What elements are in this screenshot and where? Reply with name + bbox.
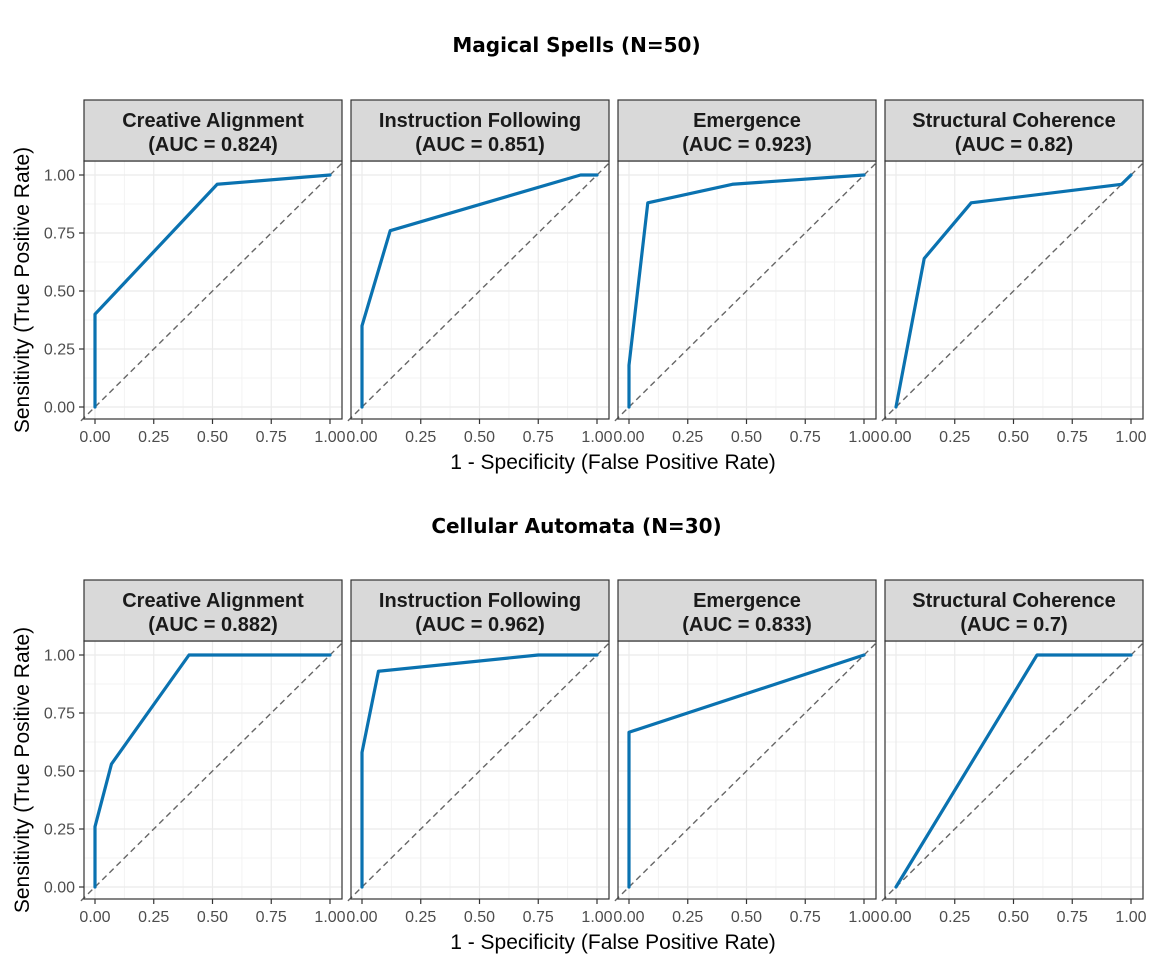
strip-background [884,99,1144,162]
x-tick-label: 0.00 [880,909,911,926]
strip-background [617,579,877,642]
diagonal-reference-line [80,160,345,422]
strip-title: Creative Alignment [122,590,304,612]
y-tick-label: 0.00 [44,400,75,417]
strip-title: Instruction Following [379,590,581,612]
x-tick-label: 0.25 [672,909,703,926]
roc-figure-magical-spells: Creative Alignment(AUC = 0.824) 0.00 0.25 0… [11,99,1147,474]
x-tick-label: 0.00 [79,909,110,926]
strip-title: Emergence [693,590,801,612]
x-tick-label: 0.00 [613,909,644,926]
strip-title: Emergence [693,110,801,132]
strip-title: Structural Coherence [912,110,1115,132]
x-tick-label: 0.50 [731,909,762,926]
x-tick-label: 0.25 [138,429,169,446]
strip-auc-label: (AUC = 0.824) [148,134,278,156]
x-tick-label: 0.50 [464,909,495,926]
diagonal-reference-line [881,160,1146,422]
x-tick-label: 1.00 [848,429,879,446]
chart-title-magical-spells: Magical Spells (N=50) [452,33,701,57]
strip-background [350,99,610,162]
strip-background [83,99,343,162]
strip-auc-label: (AUC = 0.882) [148,614,278,636]
x-tick-label: 1.00 [581,429,612,446]
y-axis-title: Sensitivity (True Positive Rate) [11,627,34,913]
x-tick-label: 0.00 [79,429,110,446]
x-tick-label: 1.00 [314,909,345,926]
x-tick-label: 0.00 [346,909,377,926]
x-tick-label: 0.25 [405,429,436,446]
y-tick-label: 0.25 [44,822,75,839]
strip-auc-label: (AUC = 0.962) [415,614,545,636]
x-tick-label: 0.75 [1057,909,1088,926]
y-tick-label: 0.00 [44,880,75,897]
x-tick-label: 0.00 [346,429,377,446]
y-tick-label: 0.75 [44,706,75,723]
strip-background [350,579,610,642]
diagonal-reference-line [881,640,1146,902]
chart-title-cellular-automata: Cellular Automata (N=30) [431,514,722,538]
diagonal-reference-line [80,640,345,902]
x-tick-label: 0.25 [939,909,970,926]
x-tick-label: 0.50 [197,429,228,446]
y-axis-title: Sensitivity (True Positive Rate) [11,147,34,433]
x-tick-label: 0.75 [523,429,554,446]
x-tick-label: 0.75 [790,429,821,446]
roc-curve-line [93,173,332,409]
x-tick-label: 0.75 [1057,429,1088,446]
diagonal-reference-line [614,640,879,902]
x-tick-label: 0.25 [138,909,169,926]
x-tick-label: 0.50 [731,429,762,446]
x-tick-label: 0.00 [880,429,911,446]
y-tick-label: 0.75 [44,226,75,243]
y-tick-label: 1.00 [44,648,75,665]
roc-panel-2: Instruction Following(AUC = 0.851) 0.00 0.… [346,99,613,446]
roc-panel-1: Creative Alignment(AUC = 0.824) 0.00 0.25 0… [44,99,346,446]
x-tick-label: 0.75 [523,909,554,926]
x-tick-label: 0.25 [672,429,703,446]
strip-auc-label: (AUC = 0.923) [682,134,812,156]
x-tick-label: 0.75 [256,909,287,926]
y-tick-label: 0.50 [44,284,75,301]
strip-title: Structural Coherence [912,590,1115,612]
x-tick-label: 0.75 [256,429,287,446]
diagonal-reference-line [347,160,612,422]
roc-panel-4: Structural Coherence(AUC = 0.7) 0.00 0.25 0… [880,579,1147,926]
x-tick-label: 0.50 [464,429,495,446]
roc-figure-cellular-automata: Creative Alignment(AUC = 0.882) 0.00 0.25 0… [11,579,1147,954]
roc-panel-3: Emergence(AUC = 0.923) 0.00 0.25 0.50 0.75 1.… [613,99,880,446]
y-tick-label: 0.50 [44,764,75,781]
strip-auc-label: (AUC = 0.7) [960,614,1067,636]
x-tick-label: 1.00 [848,909,879,926]
x-tick-label: 0.25 [405,909,436,926]
x-tick-label: 1.00 [1115,429,1146,446]
strip-background [884,579,1144,642]
y-tick-label: 0.25 [44,342,75,359]
x-tick-label: 0.50 [197,909,228,926]
roc-panel-4: Structural Coherence(AUC = 0.82) 0.00 0.25… [880,99,1147,446]
diagonal-reference-line [614,160,879,422]
x-axis-title: 1 - Specificity (False Positive Rate) [450,931,776,954]
x-tick-label: 1.00 [1115,909,1146,926]
roc-panel-3: Emergence(AUC = 0.833) 0.00 0.25 0.50 0.75 1.… [613,579,880,926]
x-tick-label: 0.50 [998,429,1029,446]
roc-panel-1: Creative Alignment(AUC = 0.882) 0.00 0.25 0… [44,579,346,926]
x-axis-title: 1 - Specificity (False Positive Rate) [450,451,776,474]
x-tick-label: 0.00 [613,429,644,446]
x-tick-label: 1.00 [314,429,345,446]
y-tick-label: 1.00 [44,168,75,185]
strip-background [83,579,343,642]
x-tick-label: 0.75 [790,909,821,926]
x-tick-label: 0.50 [998,909,1029,926]
strip-auc-label: (AUC = 0.851) [415,134,545,156]
strip-background [617,99,877,162]
strip-title: Instruction Following [379,110,581,132]
strip-auc-label: (AUC = 0.833) [682,614,812,636]
x-tick-label: 1.00 [581,909,612,926]
strip-title: Creative Alignment [122,110,304,132]
diagonal-reference-line [347,640,612,902]
strip-auc-label: (AUC = 0.82) [955,134,1073,156]
roc-panel-2: Instruction Following(AUC = 0.962) 0.00 0.… [346,579,613,926]
x-tick-label: 0.25 [939,429,970,446]
